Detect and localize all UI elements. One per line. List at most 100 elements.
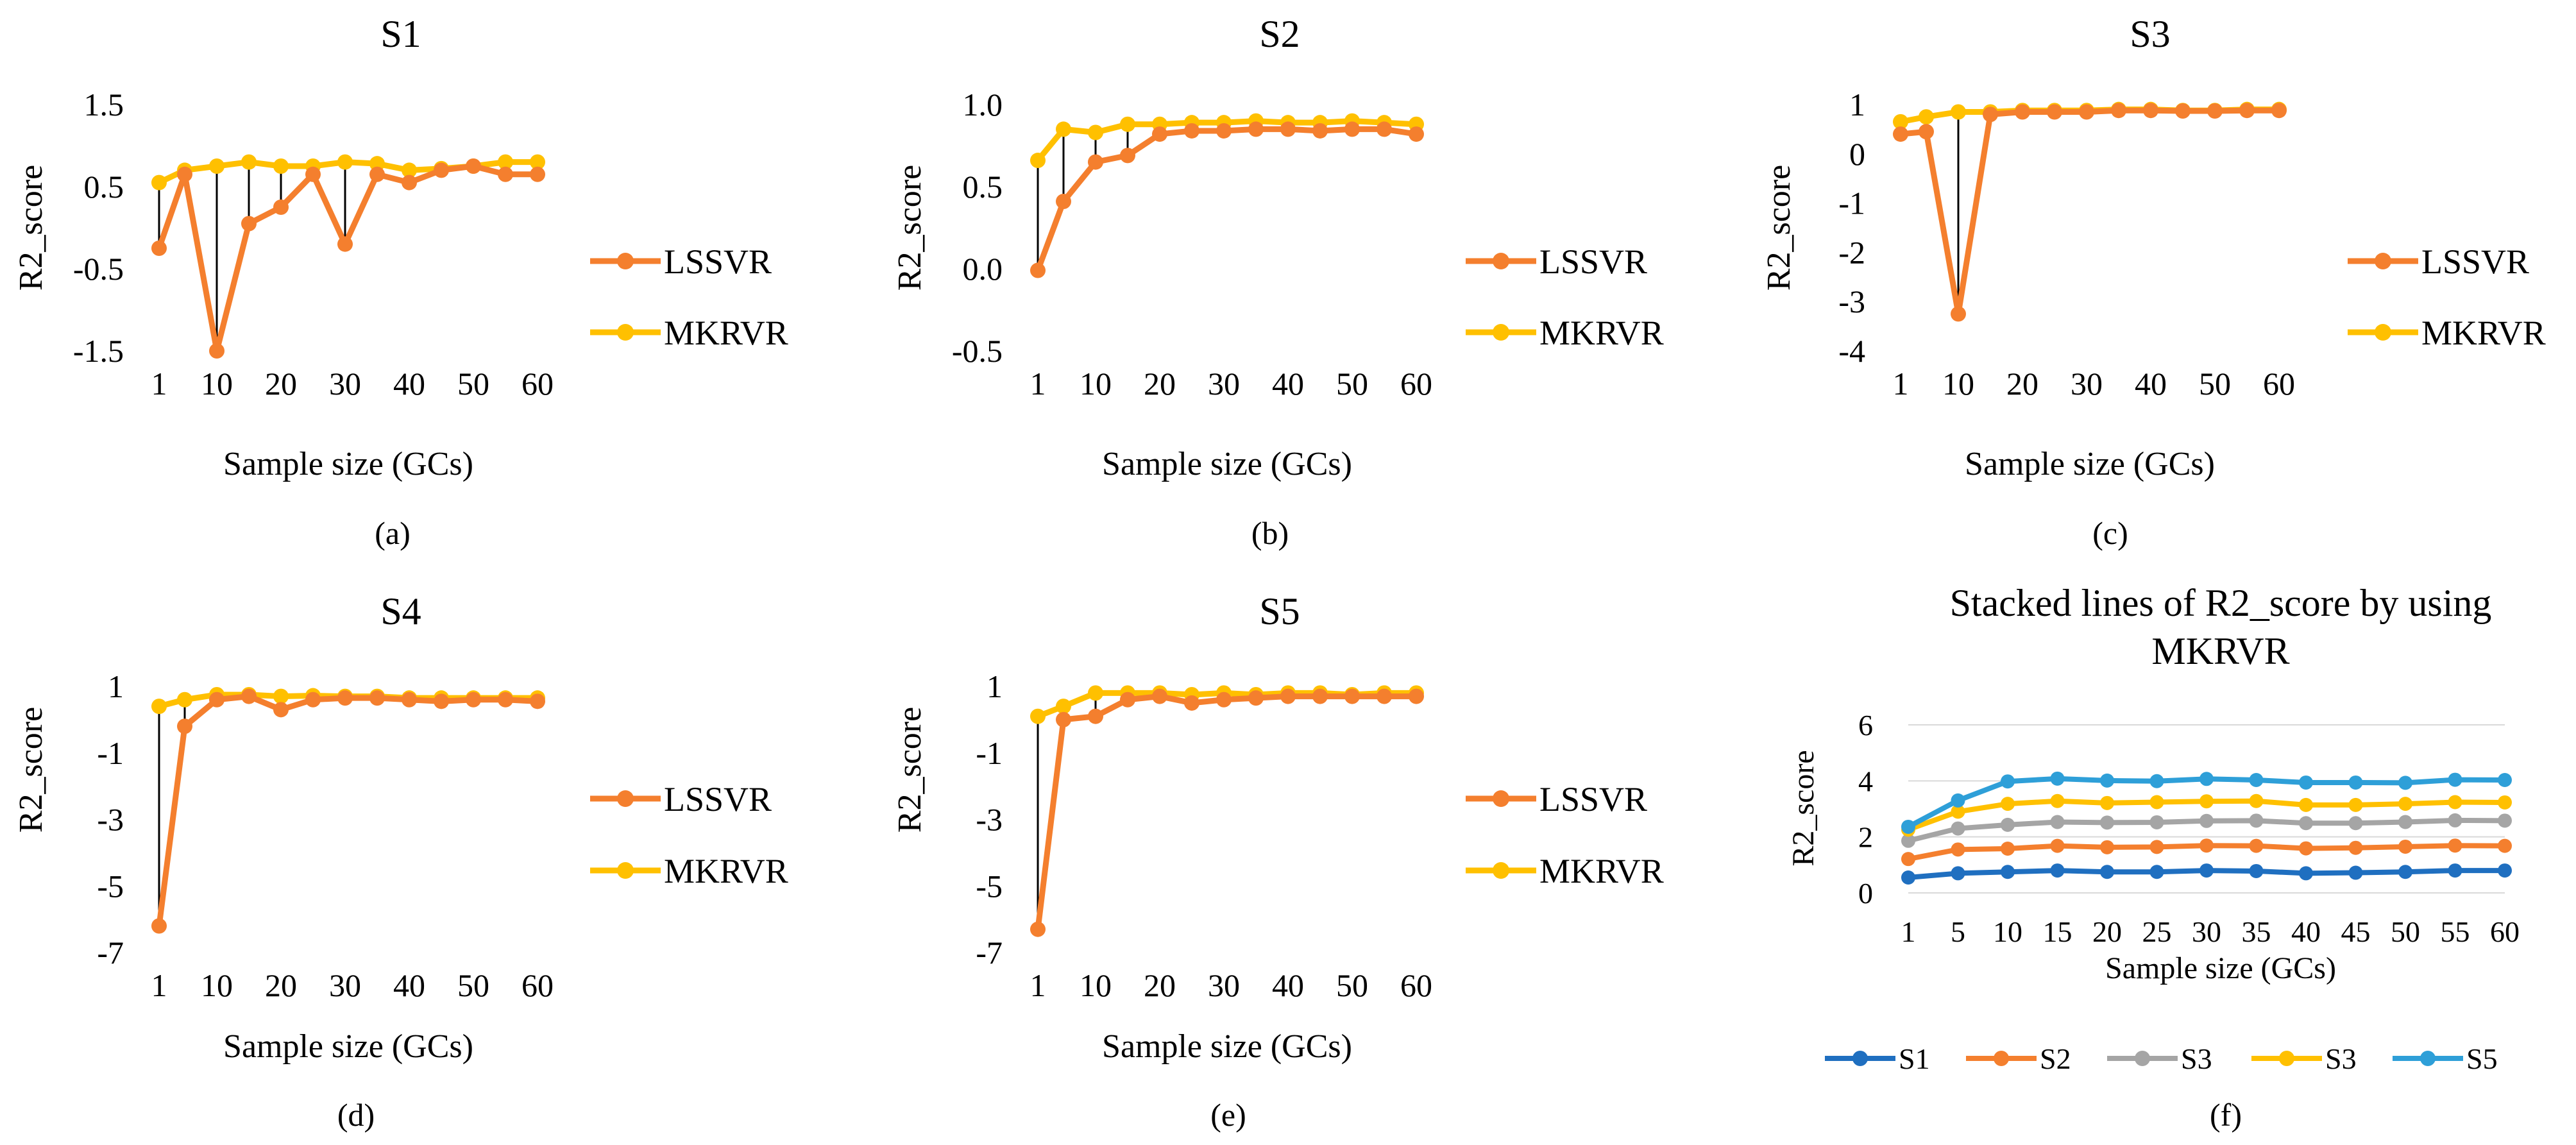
data-point-s5 [2249, 773, 2264, 788]
x-tick-label: 40 [2135, 366, 2167, 402]
y-tick-label: -5 [97, 868, 124, 904]
y-tick-label: 6 [1858, 709, 1873, 742]
legend-marker-mkrvr [1493, 324, 1509, 341]
data-point-s3a [2299, 816, 2313, 831]
y-axis-title: R2_score [1786, 750, 1820, 866]
data-point-s3b [2299, 797, 2313, 812]
data-point-s3a [2249, 813, 2264, 828]
x-tick-label: 1 [1901, 915, 1916, 948]
x-tick-label: 60 [1400, 366, 1432, 402]
data-point-s5 [2299, 775, 2313, 790]
data-point-lssvr [273, 702, 289, 718]
chart-title-line-1: Stacked lines of R2_score by using [1950, 582, 2492, 624]
x-tick-label: 60 [521, 366, 554, 402]
data-point-s1 [2299, 866, 2313, 881]
data-point-s2 [2001, 842, 2015, 856]
x-tick-label: 50 [1336, 366, 1368, 402]
x-axis-title: Sample size (GCs) [2105, 951, 2336, 985]
data-point-lssvr [2079, 104, 2094, 120]
data-point-lssvr [1152, 688, 1167, 704]
x-axis-title: Sample size (GCs) [1102, 1028, 1352, 1065]
x-tick-label: 50 [2391, 915, 2420, 948]
data-point-s3b [2149, 795, 2164, 810]
data-point-mkrvr [337, 154, 353, 170]
legend-marker-s1 [1852, 1051, 1868, 1066]
x-tick-label: 60 [521, 967, 554, 1003]
data-point-mkrvr [1120, 116, 1135, 132]
data-point-mkrvr [151, 699, 167, 715]
data-point-lssvr [1280, 121, 1296, 137]
x-tick-label: 50 [1336, 967, 1368, 1003]
legend-label: LSSVR [664, 780, 772, 818]
y-tick-label: -1 [97, 735, 124, 771]
data-point-s5 [2001, 774, 2015, 789]
data-point-s2 [2249, 838, 2264, 853]
data-point-s1 [2249, 863, 2264, 878]
data-point-lssvr [1030, 921, 1046, 937]
legend-marker-s2 [1994, 1051, 2009, 1066]
legend-label: S1 [1899, 1042, 1930, 1075]
panel-label: (d) [337, 1097, 375, 1133]
legend-marker-mkrvr [1493, 862, 1509, 879]
legend-marker-mkrvr [617, 862, 634, 879]
legend-marker-mkrvr [617, 324, 634, 341]
data-point-s1 [2199, 863, 2214, 878]
legend-label: MKRVR [1539, 314, 1664, 352]
legend-marker-s5 [2420, 1051, 2436, 1066]
data-point-lssvr [151, 918, 167, 934]
x-tick-label: 30 [1208, 967, 1240, 1003]
y-tick-label: -3 [976, 802, 1003, 838]
chart-panel-5: S5 1 -1 -3 -5 -7 1 10 20 30 40 50 60 R2_score Sample s… [892, 590, 1664, 1133]
data-point-mkrvr [369, 156, 385, 172]
data-point-s5 [2199, 772, 2214, 786]
data-point-lssvr [1344, 121, 1360, 137]
data-point-mkrvr [241, 154, 257, 170]
data-point-s2 [2149, 840, 2164, 854]
x-tick-label: 20 [1144, 366, 1176, 402]
legend-label: S3 [2181, 1042, 2212, 1075]
y-tick-label: -1.5 [73, 333, 124, 369]
x-tick-label: 20 [1144, 967, 1176, 1003]
data-point-s3b [2199, 794, 2214, 809]
data-point-s3b [2249, 793, 2264, 808]
x-tick-label: 10 [1080, 366, 1112, 402]
data-point-lssvr [402, 691, 417, 708]
x-axis-title: Sample size (GCs) [223, 1028, 473, 1065]
y-tick-label: -7 [97, 935, 124, 971]
data-point-s2 [2299, 841, 2313, 856]
data-point-lssvr [2207, 103, 2223, 119]
data-point-s5 [2498, 773, 2512, 788]
data-point-s1 [2448, 863, 2462, 878]
data-point-lssvr [151, 241, 167, 256]
data-point-lssvr [1248, 121, 1264, 137]
x-tick-label: 5 [1951, 915, 1965, 948]
x-tick-label: 50 [2199, 366, 2231, 402]
data-point-mkrvr [1030, 708, 1046, 724]
data-point-lssvr [2271, 103, 2287, 119]
data-point-lssvr [402, 174, 417, 191]
x-axis-title: Sample size (GCs) [223, 446, 473, 482]
data-point-s3b [2448, 795, 2462, 810]
data-point-s5 [1901, 819, 1915, 834]
x-tick-label: 50 [457, 967, 489, 1003]
data-point-s1 [2498, 863, 2512, 878]
y-tick-label: 0 [1858, 877, 1873, 910]
data-point-mkrvr [151, 174, 167, 191]
y-axis-title: R2_score [13, 707, 49, 833]
x-tick-label: 10 [1993, 915, 2022, 948]
data-point-s5 [2149, 774, 2164, 788]
data-point-lssvr [1120, 691, 1135, 708]
y-tick-label: 1 [108, 668, 124, 704]
data-point-s5 [2050, 771, 2065, 786]
data-point-mkrvr [1919, 109, 1934, 125]
data-point-mkrvr [1088, 685, 1103, 701]
data-point-s2 [2498, 838, 2512, 853]
data-point-lssvr [209, 691, 225, 708]
data-point-lssvr [2239, 103, 2255, 119]
data-point-s2 [2050, 838, 2065, 853]
data-point-mkrvr [1088, 124, 1103, 140]
x-tick-label: 1 [151, 967, 167, 1003]
data-point-s2 [2100, 840, 2114, 854]
y-tick-label: 1.5 [84, 87, 124, 123]
data-point-lssvr [369, 166, 385, 182]
